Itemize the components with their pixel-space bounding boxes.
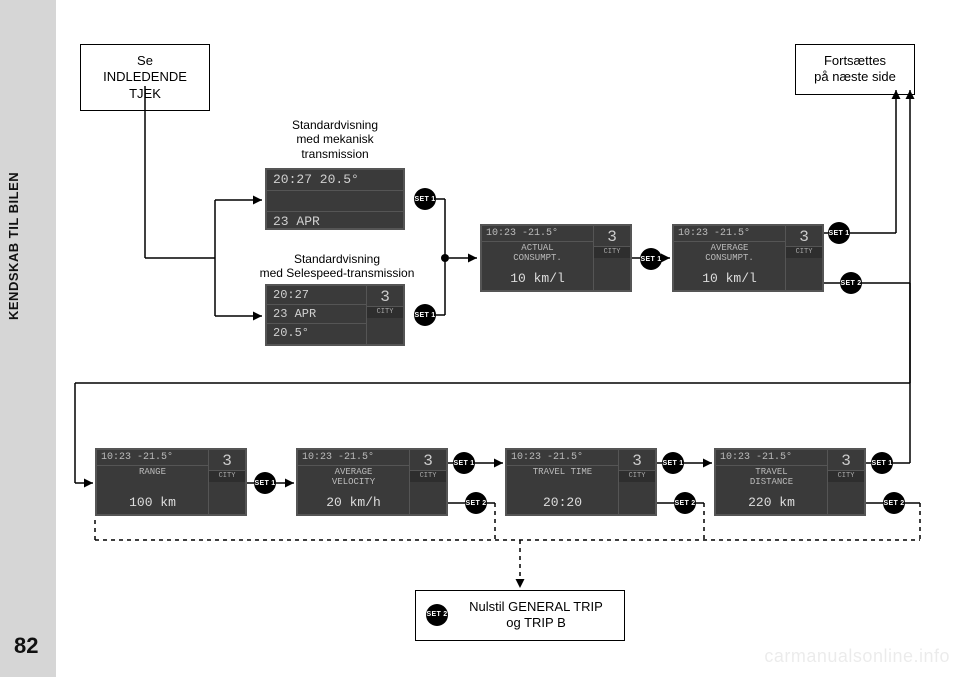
set2-button[interactable]: SET 2	[426, 604, 448, 626]
box-reset-trip: SET 2 Nulstil GENERAL TRIP og TRIP B	[415, 590, 625, 641]
display-mechanical: 20:27 20.5° 23 APR	[265, 168, 405, 230]
city-indicator: CITY	[594, 246, 630, 258]
city-indicator: CITY	[209, 470, 245, 482]
gear-indicator: 3	[828, 450, 864, 470]
disp-label: AVERAGECONSUMPT.	[674, 242, 785, 269]
disp-value: 220 km	[716, 493, 827, 514]
city-indicator: CITY	[410, 470, 446, 482]
city-indicator: CITY	[619, 470, 655, 482]
disp-value: 20 km/h	[298, 493, 409, 514]
set2-button[interactable]: SET 2	[883, 492, 905, 514]
set1-button[interactable]: SET 1	[414, 188, 436, 210]
disp-row: 23 APR	[267, 305, 366, 324]
gear-indicator: 3	[786, 226, 822, 246]
box-continued: Fortsættes på næste side	[795, 44, 915, 95]
gear-indicator: 3	[619, 450, 655, 470]
box-line2: INDLEDENDE TJEK	[103, 69, 187, 100]
city-indicator: CITY	[367, 306, 403, 318]
disp-header: 10:23 -21.5°	[298, 450, 409, 466]
set2-button[interactable]: SET 2	[674, 492, 696, 514]
disp-header: 10:23 -21.5°	[507, 450, 618, 466]
set1-button[interactable]: SET 1	[414, 304, 436, 326]
reset-text: Nulstil GENERAL TRIP og TRIP B	[458, 599, 614, 632]
disp-header: 10:23 -21.5°	[716, 450, 827, 466]
disp-header: 10:23 -21.5°	[97, 450, 208, 466]
disp-label: AVERAGEVELOCITY	[298, 466, 409, 493]
disp-label: ACTUALCONSUMPT.	[482, 242, 593, 269]
set1-button[interactable]: SET 1	[662, 452, 684, 474]
gear-indicator: 3	[594, 226, 630, 246]
box-see-initial-check: Se INDLEDENDE TJEK	[80, 44, 210, 111]
disp-row: 20:27	[267, 286, 366, 305]
set1-button[interactable]: SET 1	[828, 222, 850, 244]
set1-button[interactable]: SET 1	[640, 248, 662, 270]
disp-label: TRAVEL TIME	[507, 466, 618, 493]
set2-button[interactable]: SET 2	[840, 272, 862, 294]
display-average-velocity: 10:23 -21.5° AVERAGEVELOCITY 20 km/h 3 C…	[296, 448, 448, 516]
disp-value: 100 km	[97, 493, 208, 514]
disp-label: RANGE	[97, 466, 208, 493]
reset-line2: og TRIP B	[506, 615, 566, 630]
disp-row: 20:27 20.5°	[267, 170, 403, 191]
disp-row	[267, 191, 403, 212]
caption-std-mech: Standardvisningmed mekanisktransmission	[265, 118, 405, 161]
disp-header: 10:23 -21.5°	[482, 226, 593, 242]
sidebar: KENDSKAB TIL BILEN	[0, 0, 56, 677]
gear-indicator: 3	[410, 450, 446, 470]
display-range: 10:23 -21.5° RANGE 100 km 3 CITY	[95, 448, 247, 516]
sidebar-label: KENDSKAB TIL BILEN	[6, 172, 21, 320]
set1-button[interactable]: SET 1	[453, 452, 475, 474]
disp-value: 10 km/l	[674, 269, 785, 290]
box-line2: på næste side	[814, 69, 896, 84]
city-indicator: CITY	[786, 246, 822, 258]
box-line1: Se	[137, 53, 153, 68]
disp-row: 20.5°	[267, 324, 366, 342]
display-selespeed: 20:27 23 APR 20.5° 3 CITY	[265, 284, 405, 346]
display-travel-time: 10:23 -21.5° TRAVEL TIME 20:20 3 CITY	[505, 448, 657, 516]
disp-row: 23 APR	[267, 212, 403, 232]
set1-button[interactable]: SET 1	[254, 472, 276, 494]
page-number: 82	[14, 633, 38, 659]
set2-button[interactable]: SET 2	[465, 492, 487, 514]
disp-value: 20:20	[507, 493, 618, 514]
display-average-consumption: 10:23 -21.5° AVERAGECONSUMPT. 10 km/l 3 …	[672, 224, 824, 292]
box-line1: Fortsættes	[824, 53, 886, 68]
caption-std-sele: Standardvisningmed Selespeed-transmissio…	[237, 252, 437, 281]
gear-indicator: 3	[367, 286, 403, 306]
display-travel-distance: 10:23 -21.5° TRAVELDISTANCE 220 km 3 CIT…	[714, 448, 866, 516]
city-indicator: CITY	[828, 470, 864, 482]
reset-line1: Nulstil GENERAL TRIP	[469, 599, 603, 614]
display-actual-consumption: 10:23 -21.5° ACTUALCONSUMPT. 10 km/l 3 C…	[480, 224, 632, 292]
set1-button[interactable]: SET 1	[871, 452, 893, 474]
disp-value: 10 km/l	[482, 269, 593, 290]
disp-label: TRAVELDISTANCE	[716, 466, 827, 493]
gear-indicator: 3	[209, 450, 245, 470]
watermark: carmanualsonline.info	[764, 646, 950, 667]
disp-header: 10:23 -21.5°	[674, 226, 785, 242]
